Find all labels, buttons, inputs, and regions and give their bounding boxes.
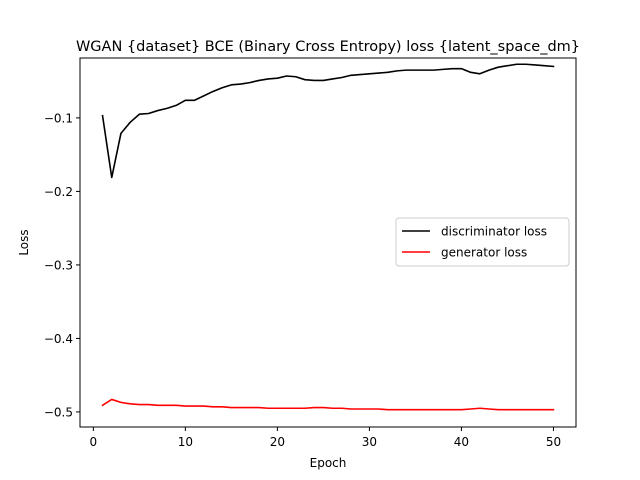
x-axis-label: Epoch bbox=[310, 456, 347, 470]
plot-frame bbox=[79, 57, 577, 428]
x-tick-label: 50 bbox=[546, 435, 561, 449]
series-line-discriminator-loss bbox=[101, 63, 555, 179]
y-tick-label: −0.4 bbox=[44, 332, 73, 346]
legend-label: discriminator loss bbox=[441, 225, 547, 239]
legend-box bbox=[395, 217, 570, 267]
y-tick-label: −0.2 bbox=[44, 185, 73, 199]
legend-label: generator loss bbox=[441, 246, 527, 260]
y-tick-label: −0.3 bbox=[44, 258, 73, 272]
x-axis: 0 10 20 30 40 50 bbox=[90, 427, 561, 449]
y-tick-label: −0.1 bbox=[44, 111, 73, 125]
legend: discriminator loss generator loss bbox=[395, 217, 570, 267]
x-tick-label: 20 bbox=[270, 435, 285, 449]
x-tick-label: 10 bbox=[178, 435, 193, 449]
y-tick-label: −0.5 bbox=[44, 405, 73, 419]
x-tick-label: 30 bbox=[362, 435, 377, 449]
series-line-generator-loss bbox=[101, 398, 555, 411]
x-tick-label: 0 bbox=[90, 435, 98, 449]
y-axis-label: Loss bbox=[17, 229, 31, 255]
x-tick-label: 40 bbox=[454, 435, 469, 449]
chart-title: WGAN {dataset} BCE (Binary Cross Entropy… bbox=[76, 39, 580, 55]
series-layer bbox=[101, 63, 555, 411]
y-axis: −0.5 −0.4 −0.3 −0.2 −0.1 bbox=[44, 111, 80, 419]
